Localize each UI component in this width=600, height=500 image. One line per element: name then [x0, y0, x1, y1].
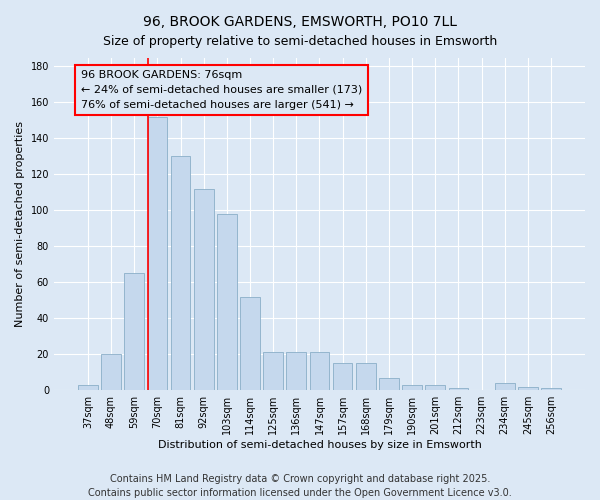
Bar: [333, 363, 352, 390]
Bar: [518, 386, 538, 390]
Bar: [217, 214, 236, 390]
Bar: [402, 385, 422, 390]
Bar: [240, 296, 260, 390]
Bar: [495, 383, 515, 390]
Bar: [310, 352, 329, 390]
Text: 96, BROOK GARDENS, EMSWORTH, PO10 7LL: 96, BROOK GARDENS, EMSWORTH, PO10 7LL: [143, 15, 457, 29]
Text: 96 BROOK GARDENS: 76sqm
← 24% of semi-detached houses are smaller (173)
76% of s: 96 BROOK GARDENS: 76sqm ← 24% of semi-de…: [81, 70, 362, 110]
Bar: [541, 388, 561, 390]
Bar: [194, 189, 214, 390]
Bar: [263, 352, 283, 390]
Bar: [286, 352, 306, 390]
Bar: [124, 274, 144, 390]
Bar: [78, 385, 98, 390]
Bar: [101, 354, 121, 390]
Bar: [170, 156, 190, 390]
Bar: [148, 117, 167, 390]
Bar: [379, 378, 399, 390]
Bar: [425, 385, 445, 390]
Text: Contains HM Land Registry data © Crown copyright and database right 2025.
Contai: Contains HM Land Registry data © Crown c…: [88, 474, 512, 498]
Bar: [356, 363, 376, 390]
Bar: [449, 388, 468, 390]
Text: Size of property relative to semi-detached houses in Emsworth: Size of property relative to semi-detach…: [103, 35, 497, 48]
X-axis label: Distribution of semi-detached houses by size in Emsworth: Distribution of semi-detached houses by …: [158, 440, 481, 450]
Y-axis label: Number of semi-detached properties: Number of semi-detached properties: [15, 121, 25, 327]
